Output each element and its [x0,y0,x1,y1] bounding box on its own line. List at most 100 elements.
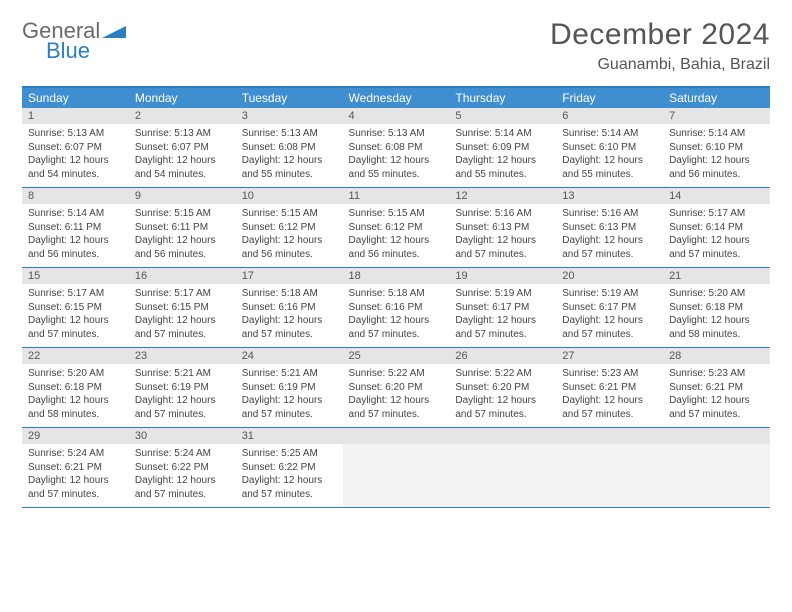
daylight-line: Daylight: 12 hours and 57 minutes. [135,475,216,500]
sunset-line: Sunset: 6:09 PM [455,142,529,153]
day-number: 20 [556,268,663,284]
sunrise-line: Sunrise: 5:24 AM [28,448,104,459]
daylight-line: Daylight: 12 hours and 54 minutes. [28,155,109,180]
sunrise-line: Sunrise: 5:14 AM [562,128,638,139]
calendar-cell: 31Sunrise: 5:25 AMSunset: 6:22 PMDayligh… [236,428,343,508]
daylight-line: Daylight: 12 hours and 55 minutes. [349,155,430,180]
sunset-line: Sunset: 6:13 PM [562,222,636,233]
sunrise-line: Sunrise: 5:13 AM [135,128,211,139]
day-number: 2 [129,108,236,124]
sunset-line: Sunset: 6:07 PM [135,142,209,153]
calendar-cell: 11 Sunrise: 5:15 AM Sunset: 6:12 PM Dayligh… [343,188,450,268]
day-number: 25 [343,348,450,364]
sunrise-line: Sunrise: 5:17 AM [669,208,745,219]
calendar-cell: 4Sunrise: 5:13 AMSunset: 6:08 PMDaylight… [343,108,450,188]
day-number: 3 [236,108,343,124]
day-number: 6 [556,108,663,124]
day-body: Sunrise: 5:24 AMSunset: 6:21 PMDaylight:… [22,444,129,507]
day-number: 16 [129,268,236,284]
day-body [449,444,556,500]
daylight-line: Daylight: 12 hours and 56 minutes. [349,235,430,260]
logo-word-2: Blue [46,38,90,64]
sunrise-line: Sunrise: 5:19 AM [455,288,531,299]
day-body: Sunrise: 5:23 AMSunset: 6:21 PMDaylight:… [663,364,770,427]
sunset-line: Sunset: 6:13 PM [455,222,529,233]
day-number: 11 [343,188,450,204]
day-body: Sunrise: 5:16 AMSunset: 6:13 PMDaylight:… [449,204,556,267]
daylight-line: Daylight: 12 hours and 57 minutes. [135,395,216,420]
day-number: 24 [236,348,343,364]
logo: General Blue [22,18,126,64]
day-number: 31 [236,428,343,444]
sunrise-line: Sunrise: 5:14 AM [669,128,745,139]
sunrise-line: Sunrise: 5:16 AM [562,208,638,219]
sunrise-line: Sunrise: 5:25 AM [242,448,318,459]
day-body: Sunrise: 5:18 AMSunset: 6:16 PMDaylight:… [236,284,343,347]
day-number: 19 [449,268,556,284]
sunset-line: Sunset: 6:11 PM [135,222,208,233]
calendar-row: 22Sunrise: 5:20 AMSunset: 6:18 PMDayligh… [22,348,770,428]
day-body: Sunrise: 5:14 AMSunset: 6:10 PMDaylight:… [663,124,770,187]
sunrise-line: Sunrise: 5:14 AM [455,128,531,139]
sunset-line: Sunset: 6:12 PM [349,222,423,233]
day-body: Sunrise: 5:13 AMSunset: 6:08 PMDaylight:… [343,124,450,187]
calendar-cell: 9Sunrise: 5:15 AMSunset: 6:11 PMDaylight… [129,188,236,268]
day-number [663,428,770,444]
sunrise-line: Sunrise: 5:18 AM [349,288,425,299]
calendar-cell: 29Sunrise: 5:24 AMSunset: 6:21 PMDayligh… [22,428,129,508]
day-number [449,428,556,444]
daylight-line: Daylight: 12 hours and 57 minutes. [242,315,323,340]
daylight-line: Daylight: 12 hours and 56 minutes. [28,235,109,260]
calendar-row: 1Sunrise: 5:13 AMSunset: 6:07 PMDaylight… [22,108,770,188]
daylight-line: Daylight: 12 hours and 55 minutes. [562,155,643,180]
day-number: 4 [343,108,450,124]
day-body: Sunrise: 5:22 AMSunset: 6:20 PMDaylight:… [449,364,556,427]
sunrise-line: Sunrise: 5:21 AM [135,368,211,379]
day-body: Sunrise: 5:13 AMSunset: 6:07 PMDaylight:… [22,124,129,187]
calendar-cell: 16Sunrise: 5:17 AMSunset: 6:15 PMDayligh… [129,268,236,348]
day-body [556,444,663,500]
day-body: Sunrise: 5:17 AMSunset: 6:15 PMDaylight:… [22,284,129,347]
sunrise-line: Sunrise: 5:20 AM [28,368,104,379]
daylight-line: Daylight: 12 hours and 57 minutes. [562,315,643,340]
day-body: Sunrise: 5:13 AMSunset: 6:07 PMDaylight:… [129,124,236,187]
calendar-cell: 5Sunrise: 5:14 AMSunset: 6:09 PMDaylight… [449,108,556,188]
calendar-cell: 12Sunrise: 5:16 AMSunset: 6:13 PMDayligh… [449,188,556,268]
sunrise-line: Sunrise: 5:13 AM [349,128,425,139]
calendar-cell: 8Sunrise: 5:14 AMSunset: 6:11 PMDaylight… [22,188,129,268]
calendar-cell: 28Sunrise: 5:23 AMSunset: 6:21 PMDayligh… [663,348,770,428]
sunset-line: Sunset: 6:16 PM [349,302,423,313]
day-number: 14 [663,188,770,204]
day-body: Sunrise: 5:24 AMSunset: 6:22 PMDaylight:… [129,444,236,507]
calendar-cell: 26Sunrise: 5:22 AMSunset: 6:20 PMDayligh… [449,348,556,428]
daylight-line: Daylight: 12 hours and 56 minutes. [242,235,323,260]
daylight-line: Daylight: 12 hours and 57 minutes. [349,315,430,340]
day-body: Sunrise: 5:19 AMSunset: 6:17 PMDaylight:… [449,284,556,347]
daylight-line: Daylight: 12 hours and 57 minutes. [349,395,430,420]
sunrise-line: Sunrise: 5:13 AM [242,128,318,139]
sunset-line: Sunset: 6:19 PM [135,382,209,393]
day-number: 9 [129,188,236,204]
calendar-cell: 22Sunrise: 5:20 AMSunset: 6:18 PMDayligh… [22,348,129,428]
calendar-cell: 24Sunrise: 5:21 AMSunset: 6:19 PMDayligh… [236,348,343,428]
sunset-line: Sunset: 6:18 PM [669,302,743,313]
day-number: 1 [22,108,129,124]
col-thursday: Thursday [449,87,556,108]
calendar-cell: 21Sunrise: 5:20 AMSunset: 6:18 PMDayligh… [663,268,770,348]
sunset-line: Sunset: 6:18 PM [28,382,102,393]
day-body [343,444,450,500]
sunrise-line: Sunrise: 5:18 AM [242,288,318,299]
day-body: Sunrise: 5:21 AM Sunset: 6:19 PM Daylight:… [129,364,236,427]
sunrise-line: Sunrise: 5:15 AM [349,208,425,219]
sunset-line: Sunset: 6:14 PM [669,222,743,233]
weekday-header-row: Sunday Monday Tuesday Wednesday Thursday… [22,87,770,108]
sunrise-line: Sunrise: 5:21 AM [242,368,318,379]
day-body: Sunrise: 5:17 AMSunset: 6:15 PMDaylight:… [129,284,236,347]
sunset-line: Sunset: 6:17 PM [562,302,636,313]
day-number: 28 [663,348,770,364]
day-body: Sunrise: 5:16 AMSunset: 6:13 PMDaylight:… [556,204,663,267]
daylight-line: Daylight: 12 hours and 57 minutes. [135,315,216,340]
day-body: Sunrise: 5:21 AMSunset: 6:19 PMDaylight:… [236,364,343,427]
daylight-line: Daylight: 12 hours and 57 minutes. [455,315,536,340]
calendar-cell: 14Sunrise: 5:17 AMSunset: 6:14 PMDayligh… [663,188,770,268]
